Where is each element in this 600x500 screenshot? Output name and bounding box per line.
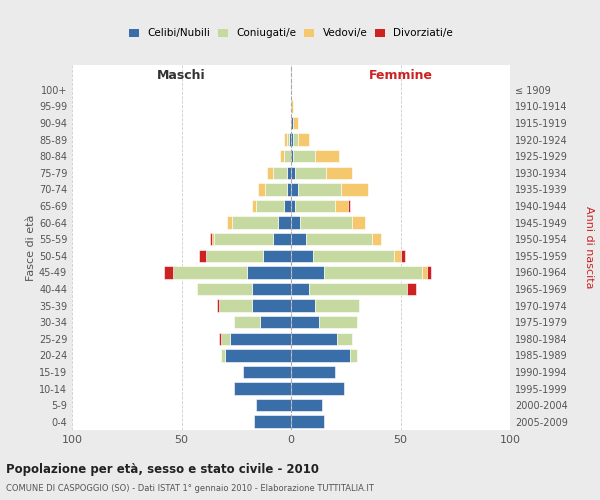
Bar	[226, 349, 291, 362]
Bar	[284, 134, 287, 146]
Bar	[206, 250, 263, 262]
Bar	[164, 266, 173, 278]
Bar	[298, 134, 308, 146]
Bar	[291, 183, 298, 196]
Bar	[280, 150, 284, 162]
Bar	[284, 200, 291, 212]
Bar	[315, 150, 339, 162]
Bar	[291, 399, 322, 411]
Bar	[407, 283, 416, 295]
Y-axis label: Fasce di età: Fasce di età	[26, 214, 36, 280]
Bar	[287, 166, 291, 179]
Bar	[313, 250, 394, 262]
Bar	[173, 266, 247, 278]
Bar	[427, 266, 431, 278]
Bar	[251, 283, 291, 295]
Bar	[232, 216, 278, 229]
Y-axis label: Anni di nascita: Anni di nascita	[584, 206, 595, 289]
Bar	[352, 216, 365, 229]
Bar	[219, 332, 221, 345]
Bar	[212, 233, 214, 245]
Bar	[298, 183, 341, 196]
Bar	[221, 349, 226, 362]
Bar	[394, 250, 401, 262]
Bar	[274, 233, 291, 245]
Bar	[254, 416, 291, 428]
Bar	[348, 200, 350, 212]
Bar	[291, 366, 335, 378]
Bar	[256, 200, 284, 212]
Bar	[291, 150, 293, 162]
Bar	[291, 200, 295, 212]
Bar	[247, 266, 291, 278]
Bar	[326, 166, 352, 179]
Bar	[287, 134, 289, 146]
Bar	[295, 166, 326, 179]
Bar	[293, 117, 298, 130]
Bar	[422, 266, 427, 278]
Bar	[214, 233, 274, 245]
Bar	[199, 250, 206, 262]
Bar	[197, 283, 251, 295]
Bar	[291, 166, 295, 179]
Text: Maschi: Maschi	[157, 68, 206, 82]
Bar	[210, 233, 212, 245]
Bar	[291, 300, 315, 312]
Text: COMUNE DI CASPOGGIO (SO) - Dati ISTAT 1° gennaio 2010 - Elaborazione TUTTITALIA.: COMUNE DI CASPOGGIO (SO) - Dati ISTAT 1°…	[6, 484, 374, 493]
Bar	[291, 100, 293, 112]
Text: Femmine: Femmine	[368, 68, 433, 82]
Bar	[324, 266, 422, 278]
Bar	[265, 183, 287, 196]
Bar	[315, 300, 359, 312]
Bar	[243, 366, 291, 378]
Bar	[291, 382, 344, 394]
Bar	[372, 233, 381, 245]
Bar	[295, 200, 335, 212]
Legend: Celibi/Nubili, Coniugati/e, Vedovi/e, Divorziati/e: Celibi/Nubili, Coniugati/e, Vedovi/e, Di…	[127, 26, 455, 40]
Bar	[291, 283, 308, 295]
Text: Popolazione per età, sesso e stato civile - 2010: Popolazione per età, sesso e stato civil…	[6, 462, 319, 475]
Bar	[307, 233, 372, 245]
Bar	[293, 134, 298, 146]
Bar	[319, 316, 357, 328]
Bar	[293, 150, 315, 162]
Bar	[291, 316, 319, 328]
Bar	[234, 382, 291, 394]
Bar	[287, 183, 291, 196]
Bar	[278, 216, 291, 229]
Bar	[219, 300, 251, 312]
Bar	[251, 200, 256, 212]
Bar	[291, 332, 337, 345]
Bar	[221, 332, 230, 345]
Bar	[291, 134, 293, 146]
Bar	[335, 200, 348, 212]
Bar	[289, 134, 291, 146]
Bar	[341, 183, 368, 196]
Bar	[401, 250, 405, 262]
Bar	[291, 117, 293, 130]
Bar	[284, 150, 291, 162]
Bar	[251, 300, 291, 312]
Bar	[291, 250, 313, 262]
Bar	[267, 166, 274, 179]
Bar	[230, 332, 291, 345]
Bar	[263, 250, 291, 262]
Bar	[291, 233, 307, 245]
Bar	[234, 316, 260, 328]
Bar	[291, 349, 350, 362]
Bar	[227, 216, 232, 229]
Bar	[291, 216, 300, 229]
Bar	[350, 349, 356, 362]
Bar	[291, 266, 324, 278]
Bar	[274, 166, 287, 179]
Bar	[291, 416, 324, 428]
Bar	[256, 399, 291, 411]
Bar	[337, 332, 352, 345]
Bar	[260, 316, 291, 328]
Bar	[308, 283, 407, 295]
Bar	[258, 183, 265, 196]
Bar	[217, 300, 219, 312]
Bar	[300, 216, 352, 229]
